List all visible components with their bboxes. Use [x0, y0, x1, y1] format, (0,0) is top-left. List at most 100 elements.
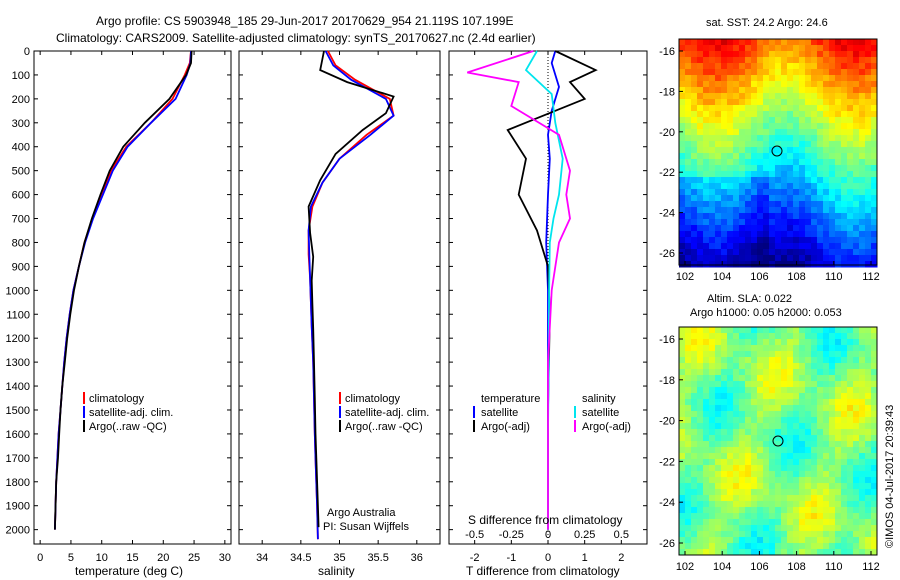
- map-cell: [691, 465, 698, 472]
- map-cell: [871, 183, 878, 190]
- map-cell: [865, 525, 872, 532]
- map-cell: [847, 237, 854, 244]
- map-cell: [709, 393, 716, 400]
- map-cell: [691, 471, 698, 478]
- map-cell: [847, 537, 854, 544]
- map-cell: [679, 393, 686, 400]
- map-cell: [823, 171, 830, 178]
- map-cell: [841, 207, 848, 214]
- map-cell: [715, 345, 722, 352]
- map-cell: [769, 501, 776, 508]
- map-cell: [841, 423, 848, 430]
- map-cell: [817, 411, 824, 418]
- map-cell: [745, 129, 752, 136]
- header-line-1: Argo profile: CS 5903948_185 29-Jun-2017…: [96, 14, 513, 28]
- map-cell: [733, 345, 740, 352]
- map-cell: [763, 255, 770, 262]
- map-cell: [829, 357, 836, 364]
- map-cell: [763, 153, 770, 160]
- map-cell: [835, 423, 842, 430]
- map-cell: [799, 327, 806, 334]
- map-cell: [811, 333, 818, 340]
- map-cell: [709, 117, 716, 124]
- map-cell: [847, 531, 854, 538]
- map-cell: [721, 213, 728, 220]
- map-cell: [757, 69, 764, 76]
- map-cell: [859, 75, 866, 82]
- map-cell: [787, 453, 794, 460]
- map-cell: [721, 417, 728, 424]
- map-cell: [691, 489, 698, 496]
- series-line: [307, 50, 395, 528]
- map-cell: [805, 165, 812, 172]
- map-cell: [811, 189, 818, 196]
- map-cell: [781, 339, 788, 346]
- map-cell: [697, 387, 704, 394]
- map-cell: [853, 189, 860, 196]
- map-cell: [775, 429, 782, 436]
- map-cell: [715, 177, 722, 184]
- map-cell: [691, 453, 698, 460]
- map-cell: [835, 411, 842, 418]
- map-cell: [829, 189, 836, 196]
- map-cell: [835, 141, 842, 148]
- map-cell: [793, 219, 800, 226]
- map-cell: [709, 261, 716, 268]
- map-cell: [811, 105, 818, 112]
- map-cell: [793, 351, 800, 358]
- map-cell: [769, 345, 776, 352]
- map-cell: [805, 429, 812, 436]
- map-cell: [805, 399, 812, 406]
- map-cell: [709, 549, 716, 556]
- map-cell: [859, 531, 866, 538]
- map-cell: [721, 357, 728, 364]
- map-cell: [763, 201, 770, 208]
- map-cell: [811, 225, 818, 232]
- map-cell: [721, 117, 728, 124]
- map-cell: [805, 87, 812, 94]
- map-cell: [841, 165, 848, 172]
- map-cell: [871, 219, 878, 226]
- map-cell: [817, 93, 824, 100]
- map-cell: [739, 435, 746, 442]
- map-cell: [679, 183, 686, 190]
- map-cell: [775, 423, 782, 430]
- map-cell: [751, 141, 758, 148]
- map-cell: [721, 423, 728, 430]
- map-cell: [757, 111, 764, 118]
- map-cell: [691, 429, 698, 436]
- map-cell: [679, 45, 686, 52]
- map-cell: [865, 417, 872, 424]
- map-cell: [679, 363, 686, 370]
- map-cell: [781, 117, 788, 124]
- map-cell: [763, 513, 770, 520]
- map-cell: [679, 387, 686, 394]
- map-cell: [799, 87, 806, 94]
- map-cell: [715, 393, 722, 400]
- map-cell: [835, 477, 842, 484]
- map-cell: [721, 99, 728, 106]
- map-x-tick-label: 102: [676, 561, 694, 573]
- legend-s-argo: Argo(-adj): [582, 421, 631, 433]
- map-cell: [715, 339, 722, 346]
- map-cell: [811, 465, 818, 472]
- map-cell: [727, 45, 734, 52]
- map-cell: [769, 129, 776, 136]
- map-cell: [823, 51, 830, 58]
- map-cell: [811, 381, 818, 388]
- map-cell: [679, 87, 686, 94]
- map-cell: [835, 471, 842, 478]
- map-cell: [763, 237, 770, 244]
- map-cell: [691, 459, 698, 466]
- map-cell: [679, 225, 686, 232]
- map-cell: [775, 327, 782, 334]
- map-cell: [859, 255, 866, 262]
- map-cell: [823, 159, 830, 166]
- map-cell: [823, 375, 830, 382]
- map-cell: [721, 93, 728, 100]
- map-cell: [811, 57, 818, 64]
- map-cell: [811, 117, 818, 124]
- map-cell: [871, 135, 878, 142]
- map-cell: [697, 393, 704, 400]
- map-cell: [763, 531, 770, 538]
